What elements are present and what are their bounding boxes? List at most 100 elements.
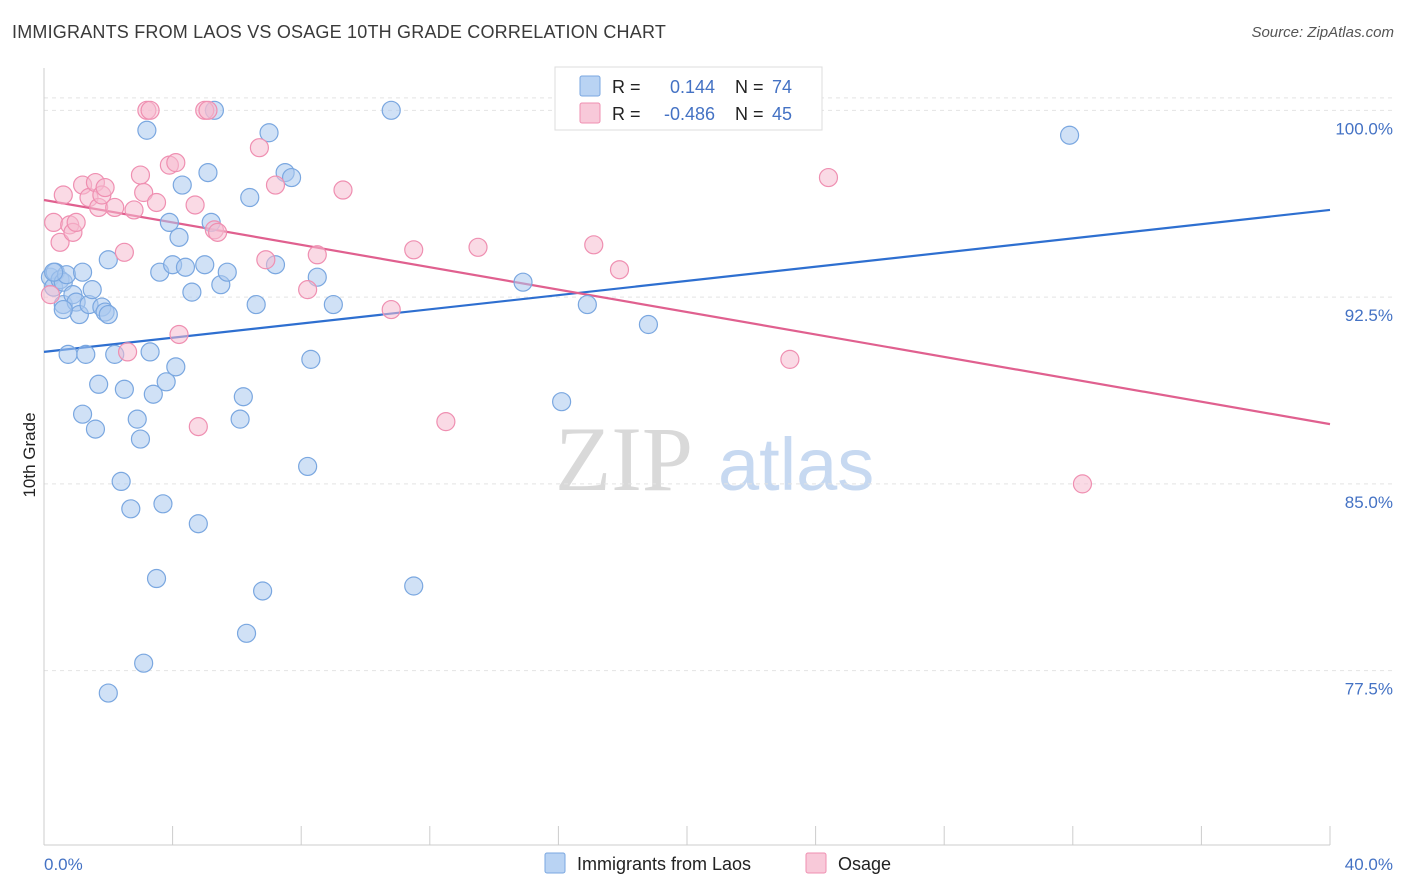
point-laos bbox=[233, 387, 253, 407]
point-laos bbox=[156, 372, 176, 392]
point-osage bbox=[166, 153, 186, 173]
point-laos bbox=[72, 404, 93, 424]
point-laos bbox=[159, 212, 179, 233]
point-laos bbox=[182, 282, 202, 302]
point-laos bbox=[146, 568, 167, 589]
y-tick-label: 77.5% bbox=[1345, 680, 1393, 699]
series-legend-label-osage: Osage bbox=[838, 854, 891, 874]
legend-r-label-osage: R = bbox=[612, 104, 641, 124]
point-laos bbox=[577, 294, 597, 315]
point-laos bbox=[130, 429, 151, 449]
point-laos bbox=[140, 342, 160, 362]
legend-n-label-laos: N = bbox=[735, 77, 764, 97]
point-laos bbox=[188, 514, 208, 534]
point-laos bbox=[153, 494, 173, 514]
trend-lines bbox=[43, 198, 1331, 426]
point-osage bbox=[185, 195, 205, 215]
point-laos bbox=[127, 409, 147, 429]
y-tick-label: 92.5% bbox=[1345, 306, 1393, 325]
point-laos bbox=[98, 250, 118, 270]
point-laos bbox=[298, 456, 318, 477]
point-laos bbox=[230, 409, 250, 429]
point-laos bbox=[236, 623, 257, 643]
source-label: Source: ZipAtlas.com bbox=[1251, 24, 1394, 41]
point-osage bbox=[50, 232, 70, 252]
point-laos bbox=[253, 581, 273, 601]
point-osage bbox=[780, 349, 800, 369]
point-laos bbox=[552, 392, 572, 412]
point-osage bbox=[188, 417, 208, 437]
point-laos bbox=[58, 344, 78, 364]
watermark-zip: ZIP bbox=[555, 408, 693, 510]
point-osage bbox=[130, 165, 151, 185]
point-osage bbox=[44, 212, 64, 233]
point-osage bbox=[66, 212, 86, 233]
point-osage bbox=[404, 240, 424, 260]
scatter-points bbox=[40, 100, 1093, 703]
trend-line-laos bbox=[43, 208, 1331, 353]
point-laos bbox=[198, 162, 218, 183]
point-osage bbox=[208, 222, 228, 242]
watermark-atlas: atlas bbox=[718, 423, 874, 506]
legend-n-value-laos: 74 bbox=[772, 77, 792, 97]
point-laos bbox=[175, 257, 196, 277]
point-osage bbox=[249, 138, 270, 158]
point-laos bbox=[323, 294, 343, 315]
point-osage bbox=[584, 235, 604, 255]
point-osage bbox=[1072, 474, 1093, 494]
correlation-legend: R = 0.144 N = 74 R = -0.486 N = 45 bbox=[554, 66, 823, 131]
point-osage bbox=[140, 100, 160, 120]
point-laos bbox=[513, 272, 533, 292]
point-laos bbox=[404, 576, 424, 596]
point-osage bbox=[307, 245, 327, 265]
x-tick-label: 0.0% bbox=[44, 855, 83, 874]
legend-n-value-osage: 45 bbox=[772, 104, 792, 124]
series-legend-swatch-laos bbox=[544, 852, 566, 874]
point-laos bbox=[114, 379, 134, 399]
point-laos bbox=[121, 499, 141, 519]
point-laos bbox=[98, 683, 118, 703]
point-osage bbox=[298, 280, 318, 300]
point-laos bbox=[246, 294, 266, 315]
point-osage bbox=[146, 192, 167, 213]
legend-swatch-laos bbox=[579, 75, 601, 97]
point-osage bbox=[265, 175, 286, 195]
legend-r-value-osage: -0.486 bbox=[664, 104, 715, 124]
series-legend-label-laos: Immigrants from Laos bbox=[577, 854, 751, 874]
point-laos bbox=[89, 374, 109, 394]
gridlines bbox=[44, 97, 1392, 672]
tick-labels: 100.0% 92.5% 85.0% 77.5% 0.0% 40.0% bbox=[44, 119, 1393, 874]
point-laos bbox=[281, 167, 302, 188]
point-osage bbox=[333, 180, 353, 200]
point-laos bbox=[134, 653, 154, 673]
series-legend-swatch-osage bbox=[805, 852, 827, 874]
point-osage bbox=[117, 342, 138, 362]
point-laos bbox=[1059, 125, 1080, 145]
legend-swatch-osage bbox=[579, 102, 601, 124]
point-laos bbox=[217, 262, 237, 282]
point-laos bbox=[195, 255, 215, 275]
y-axis-title: 10th Grade bbox=[20, 412, 39, 497]
point-osage bbox=[198, 100, 218, 120]
point-osage bbox=[609, 260, 630, 280]
point-laos bbox=[381, 100, 401, 120]
point-laos bbox=[53, 299, 73, 320]
point-osage bbox=[468, 237, 488, 257]
point-laos bbox=[143, 384, 163, 404]
point-laos bbox=[172, 175, 192, 195]
point-laos bbox=[85, 419, 106, 439]
legend-n-label-osage: N = bbox=[735, 104, 764, 124]
point-osage bbox=[436, 412, 456, 432]
point-osage bbox=[124, 200, 144, 220]
point-osage bbox=[169, 324, 189, 345]
point-laos bbox=[169, 227, 189, 247]
point-laos bbox=[72, 262, 93, 282]
point-osage bbox=[381, 299, 401, 320]
point-laos bbox=[166, 357, 186, 377]
y-tick-label: 100.0% bbox=[1335, 119, 1393, 138]
point-osage bbox=[40, 285, 61, 305]
point-laos bbox=[111, 471, 131, 492]
series-legend: Immigrants from Laos Osage bbox=[544, 852, 891, 874]
point-osage bbox=[95, 177, 115, 198]
